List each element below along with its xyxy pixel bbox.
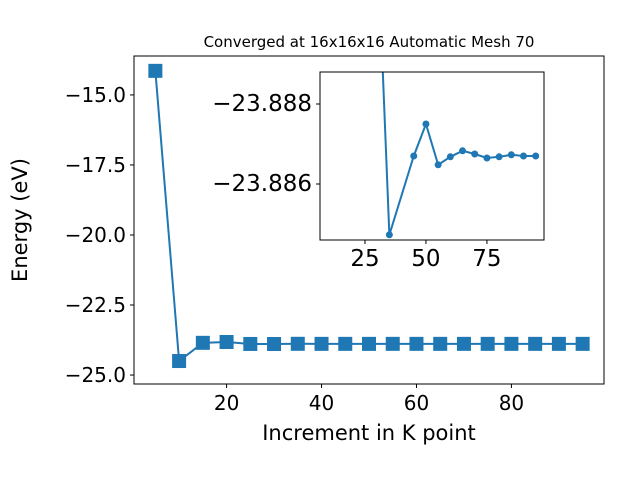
marker [480, 336, 495, 351]
marker [195, 335, 210, 350]
marker [459, 147, 467, 155]
marker [551, 336, 566, 351]
marker [422, 120, 430, 128]
marker [507, 151, 515, 159]
series-group [148, 63, 590, 369]
marker [219, 334, 234, 349]
x-tick-label: 75 [472, 246, 501, 272]
y-tick-label: −25.0 [65, 363, 126, 387]
y-tick-label: −20.0 [65, 223, 126, 247]
marker [172, 354, 187, 369]
marker [433, 336, 448, 351]
axes-frame [319, 71, 545, 241]
series-group [381, 72, 540, 239]
y-tick-label: −23.886 [212, 171, 312, 197]
marker [148, 63, 163, 78]
marker [338, 336, 353, 351]
x-axis-label: Increment in K point [262, 421, 476, 445]
y-axis-label: Energy (eV) [8, 158, 32, 282]
marker [385, 231, 393, 239]
marker [314, 336, 329, 351]
x-tick-label: 60 [404, 391, 429, 415]
chart-title: Converged at 16x16x16 Automatic Mesh 70 [204, 33, 535, 51]
x-tick-label: 50 [411, 246, 440, 272]
marker [471, 150, 479, 158]
marker [520, 152, 528, 160]
marker [575, 336, 590, 351]
axes-frame [133, 55, 605, 385]
marker [290, 336, 305, 351]
x-tick-label: 25 [350, 246, 379, 272]
marker [528, 336, 543, 351]
x-tick-label: 20 [214, 391, 239, 415]
y-tick-label: −15.0 [65, 83, 126, 107]
marker [267, 337, 282, 352]
marker [385, 336, 400, 351]
y-tick-label: −17.5 [65, 153, 126, 177]
marker [483, 154, 491, 162]
x-tick-label: 80 [499, 391, 524, 415]
marker [504, 336, 519, 351]
y-tick-label: −22.5 [65, 293, 126, 317]
marker [446, 153, 454, 161]
marker [243, 336, 258, 351]
marker [495, 153, 503, 161]
y-tick-label: −23.888 [212, 91, 312, 117]
marker [410, 152, 418, 160]
x-tick-label: 40 [309, 391, 334, 415]
marker [532, 152, 540, 160]
marker [362, 336, 376, 351]
marker [434, 161, 442, 169]
marker [409, 336, 424, 351]
marker [456, 336, 471, 351]
